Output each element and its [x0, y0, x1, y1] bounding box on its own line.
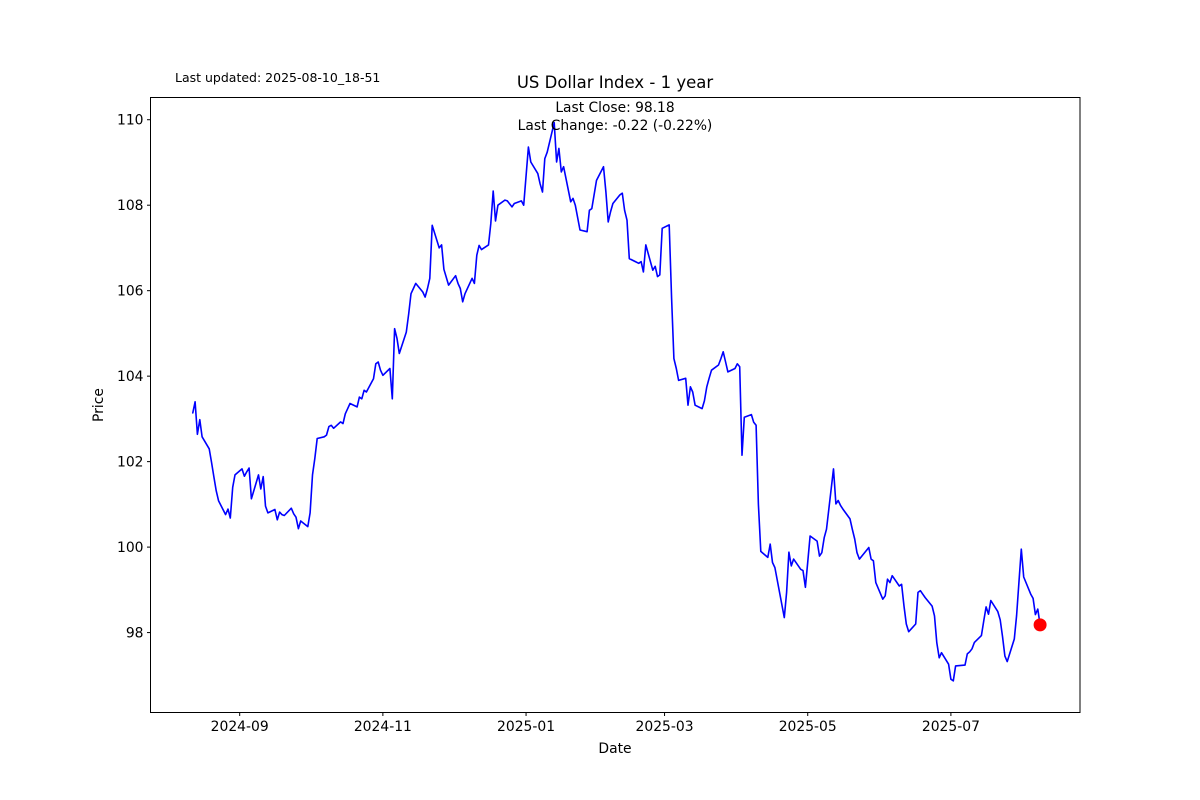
y-tick-label: 106: [117, 283, 144, 299]
x-tick-label: 2024-09: [211, 719, 269, 735]
price-line-series: [192, 121, 1041, 682]
plot-area: [150, 97, 1081, 713]
x-tick-label: 2024-11: [354, 719, 412, 735]
y-tick-label: 98: [126, 625, 144, 641]
y-tick-label: 102: [117, 454, 144, 470]
x-axis-ticks: 2024-09 2024-11 2025-01 2025-03 2025-05 2025-…: [211, 712, 980, 735]
y-tick-label: 100: [117, 540, 144, 556]
last-updated-label: Last updated: 2025-08-10_18-51: [175, 70, 380, 85]
y-axis-ticks: 98 100 102 104 106 108 110: [117, 113, 151, 641]
y-tick-label: 108: [117, 198, 144, 214]
y-axis-label: Price: [91, 388, 107, 422]
last-close-marker: [1033, 618, 1047, 632]
y-tick-label: 104: [117, 369, 144, 385]
x-tick-label: 2025-05: [779, 719, 837, 735]
chart-title: US Dollar Index - 1 year: [517, 73, 714, 92]
y-tick-label: 110: [117, 113, 144, 129]
annotation-last-close: Last Close: 98.18: [555, 100, 674, 116]
annotation-last-change: Last Change: -0.22 (-0.22%): [518, 118, 713, 134]
x-axis-label: Date: [598, 741, 631, 757]
x-tick-label: 2025-03: [636, 719, 694, 735]
x-tick-label: 2025-01: [497, 719, 555, 735]
x-tick-label: 2025-07: [922, 719, 980, 735]
